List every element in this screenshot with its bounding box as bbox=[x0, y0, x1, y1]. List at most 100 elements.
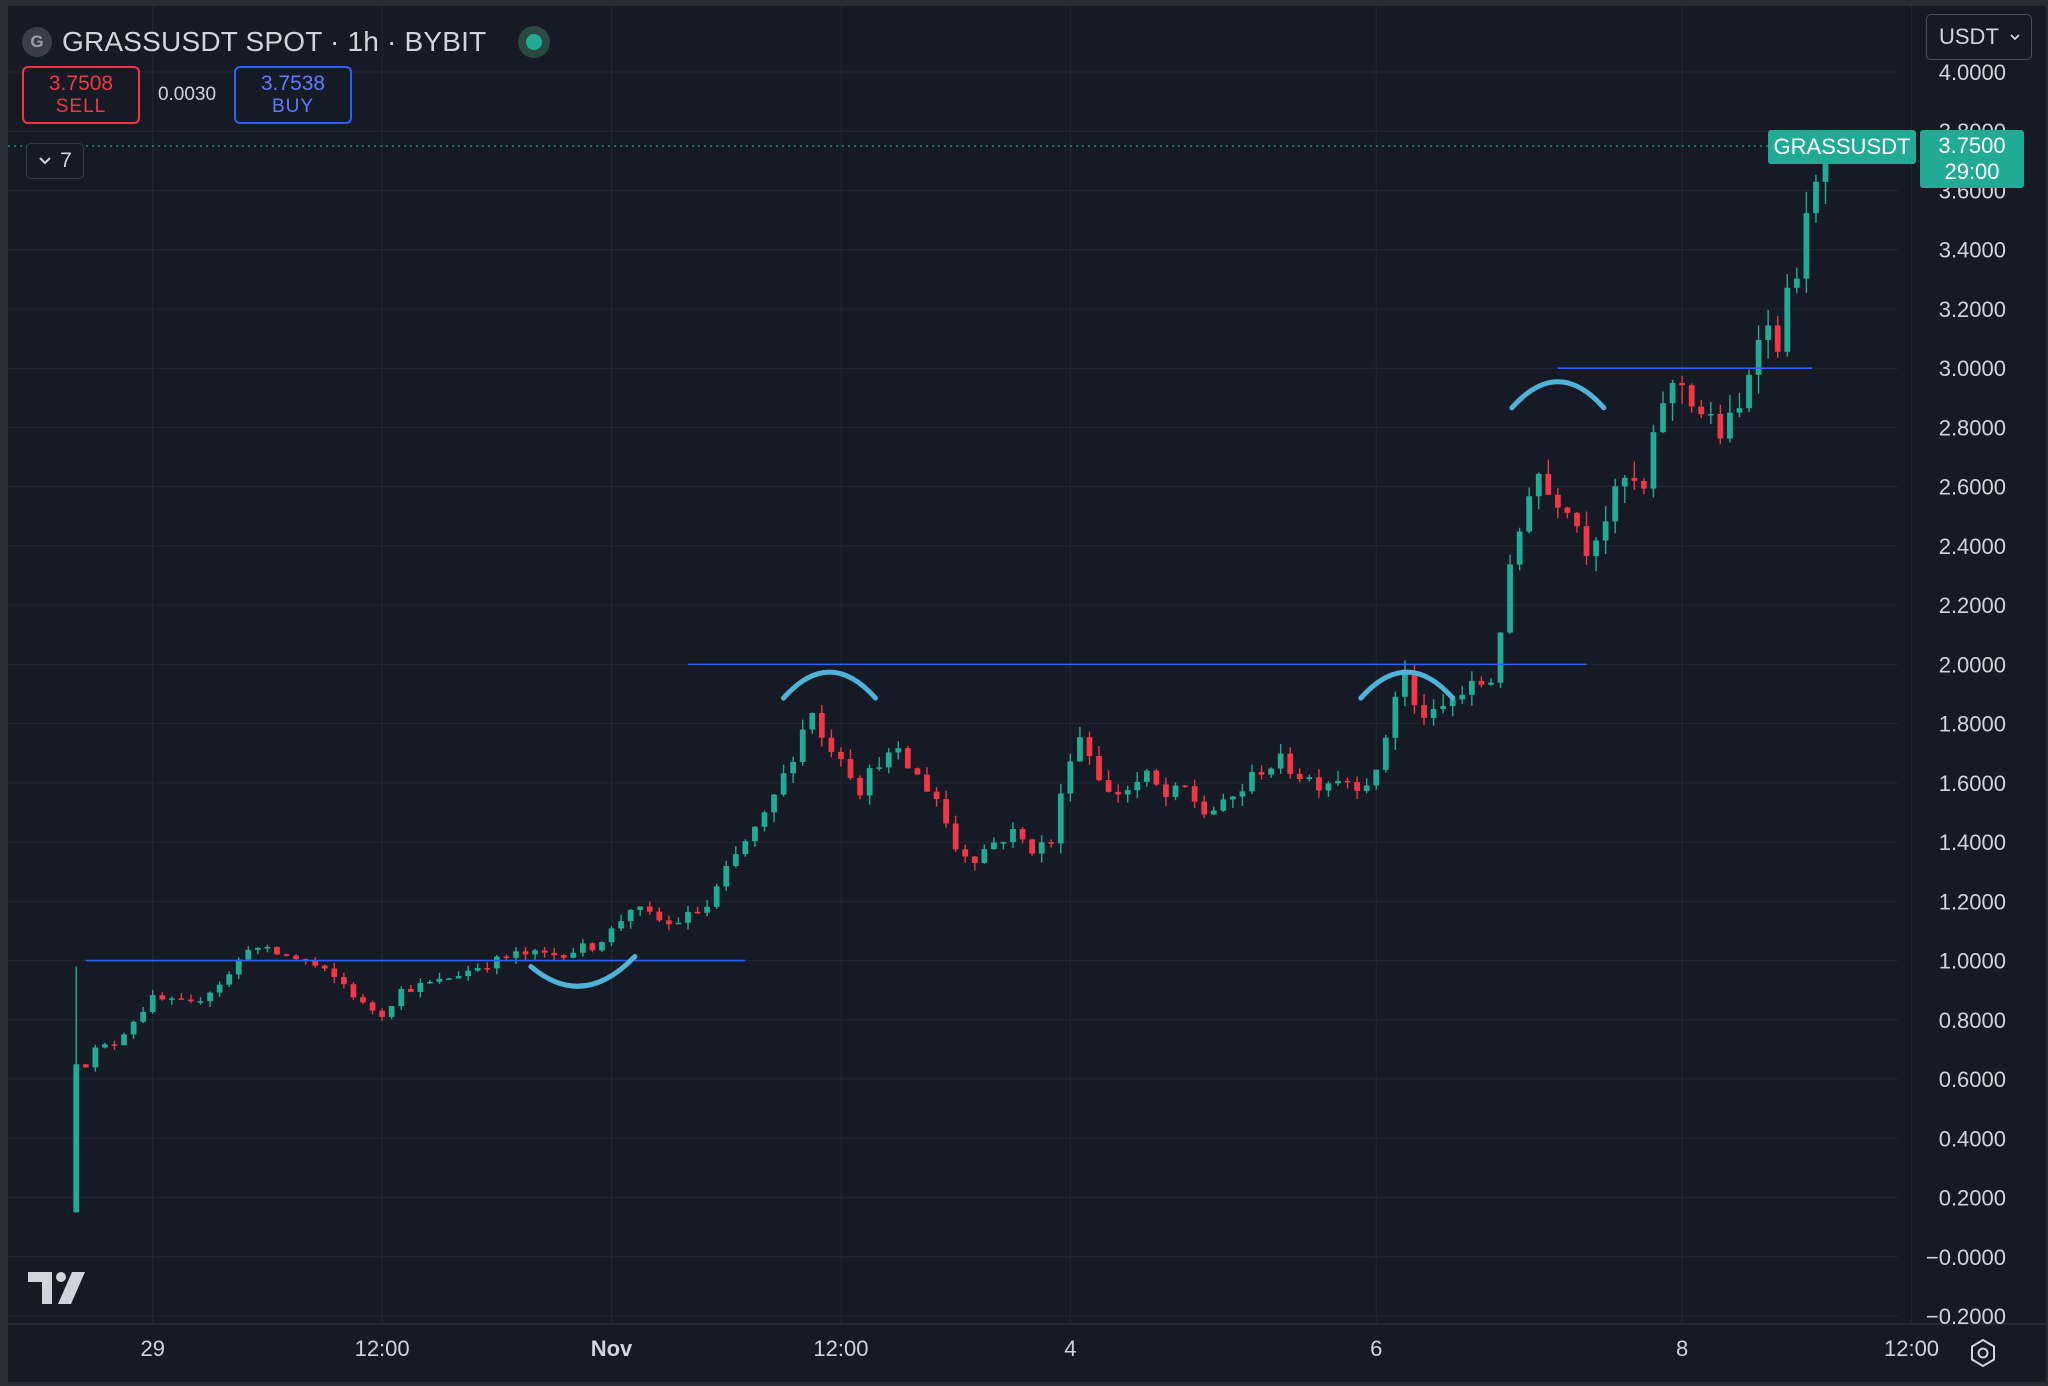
candle bbox=[149, 989, 156, 1014]
chart-title[interactable]: GRASSUSDT SPOT · 1h · BYBIT bbox=[62, 26, 487, 57]
candle-body bbox=[1813, 181, 1819, 214]
candle-body bbox=[589, 943, 596, 951]
candle bbox=[1335, 770, 1341, 786]
candle-body bbox=[474, 968, 481, 971]
indicators-toggle-button[interactable]: 7 bbox=[26, 143, 84, 179]
candle bbox=[178, 993, 185, 1000]
candle-body bbox=[675, 922, 682, 925]
candle-body bbox=[522, 951, 529, 955]
candle bbox=[1077, 726, 1083, 762]
candle-body bbox=[1000, 842, 1007, 844]
candle bbox=[742, 839, 749, 857]
indicators-count: 7 bbox=[60, 149, 72, 172]
candle-body bbox=[1698, 406, 1705, 415]
buy-button[interactable]: 3.7538 BUY bbox=[234, 66, 352, 124]
candle-body bbox=[1641, 480, 1647, 489]
candle bbox=[895, 741, 902, 760]
candle bbox=[1746, 369, 1752, 413]
candle-body bbox=[226, 974, 233, 985]
candle-body bbox=[513, 951, 519, 958]
candle bbox=[752, 826, 758, 847]
candle-body bbox=[1153, 770, 1160, 785]
candle-body bbox=[254, 948, 261, 950]
candle-body bbox=[1210, 810, 1217, 815]
candle-body bbox=[245, 949, 252, 960]
candle bbox=[1727, 394, 1733, 443]
candle-body bbox=[790, 761, 797, 774]
candle-body bbox=[1660, 403, 1666, 433]
candle bbox=[245, 946, 252, 960]
candle-body bbox=[1421, 705, 1427, 718]
candle-body bbox=[694, 911, 701, 914]
candle bbox=[513, 947, 519, 964]
candle-body bbox=[436, 978, 443, 982]
candle bbox=[92, 1044, 99, 1072]
candle bbox=[799, 719, 806, 766]
candle bbox=[790, 756, 797, 784]
candle-body bbox=[1354, 782, 1360, 791]
candle-body bbox=[866, 768, 873, 796]
last-price-label: 3.7500 29:00 bbox=[1920, 130, 2024, 188]
tradingview-logo-icon[interactable] bbox=[28, 1272, 86, 1304]
time-tick-label: 12:00 bbox=[1884, 1336, 1939, 1361]
live-dot-icon[interactable] bbox=[518, 26, 551, 58]
candle bbox=[1239, 784, 1246, 806]
candle bbox=[828, 729, 835, 758]
candle-body bbox=[1822, 157, 1829, 182]
candle bbox=[1765, 309, 1772, 359]
candle-body bbox=[140, 1011, 147, 1022]
candle-body bbox=[1784, 287, 1791, 352]
time-tick-label: 4 bbox=[1064, 1336, 1076, 1361]
candle bbox=[274, 946, 280, 956]
candle bbox=[1229, 795, 1236, 808]
candle-body bbox=[838, 751, 844, 760]
candle bbox=[914, 767, 921, 775]
candle bbox=[1554, 488, 1561, 519]
candle bbox=[159, 992, 166, 1001]
candle bbox=[924, 767, 930, 792]
candle-body bbox=[1545, 473, 1552, 495]
candle-body bbox=[1335, 780, 1341, 784]
candle-body bbox=[1067, 761, 1074, 794]
candle bbox=[293, 954, 299, 961]
candle-body bbox=[1029, 839, 1035, 854]
candle bbox=[818, 704, 825, 747]
candle-body bbox=[188, 999, 194, 1002]
candle bbox=[1669, 379, 1676, 421]
candle bbox=[1354, 776, 1360, 800]
candle-body bbox=[82, 1064, 89, 1068]
candle-body bbox=[799, 729, 806, 762]
candle bbox=[1688, 383, 1695, 413]
candle-body bbox=[646, 906, 653, 912]
candle bbox=[283, 953, 290, 957]
candle bbox=[1258, 765, 1265, 780]
currency-select[interactable]: USDT bbox=[1926, 14, 2032, 60]
symbol-icon[interactable]: G bbox=[22, 27, 52, 57]
candle-body bbox=[1478, 680, 1485, 685]
candle bbox=[360, 994, 366, 1005]
candle bbox=[1191, 779, 1198, 809]
candle bbox=[1564, 506, 1571, 519]
settings-gear-icon[interactable] bbox=[1968, 1338, 1998, 1368]
candle-body bbox=[666, 920, 672, 925]
candle bbox=[1316, 769, 1322, 798]
candle bbox=[1574, 512, 1580, 533]
buy-price: 3.7538 bbox=[260, 72, 326, 95]
candle bbox=[474, 963, 481, 972]
price-tick-label: 1.6000 bbox=[1939, 771, 2006, 796]
buy-label: BUY bbox=[271, 96, 315, 117]
candle bbox=[1650, 424, 1657, 498]
candle bbox=[1813, 174, 1819, 223]
candle-body bbox=[943, 799, 949, 824]
candlestick-chart[interactable]: 4.00003.80003.60003.40003.20003.00002.80… bbox=[8, 6, 2046, 1382]
candle bbox=[1421, 694, 1427, 726]
candle-body bbox=[1736, 408, 1743, 413]
candle bbox=[1249, 764, 1255, 795]
candle-body bbox=[1258, 772, 1265, 775]
sell-button[interactable]: 3.7508 SELL bbox=[22, 66, 140, 124]
candle bbox=[532, 948, 538, 960]
candle-body bbox=[1048, 842, 1055, 844]
candle bbox=[780, 764, 787, 797]
time-tick-label: 8 bbox=[1676, 1336, 1688, 1361]
chart-area[interactable]: 4.00003.80003.60003.40003.20003.00002.80… bbox=[8, 6, 2046, 1382]
